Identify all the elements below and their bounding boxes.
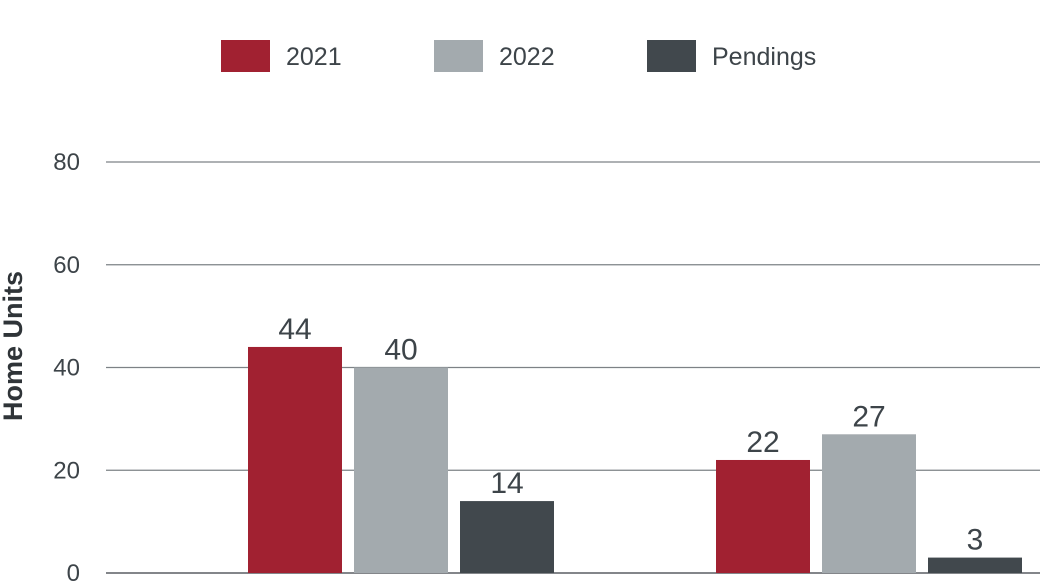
legend-swatch-2022 bbox=[434, 40, 483, 72]
data-label: 44 bbox=[278, 313, 311, 346]
data-labels: 44 22 40 27 14 3 bbox=[278, 313, 983, 557]
bar-pendings-1 bbox=[460, 501, 554, 573]
data-label: 14 bbox=[490, 467, 523, 500]
data-label: 22 bbox=[746, 426, 779, 459]
legend-label-2021: 2021 bbox=[286, 43, 342, 71]
legend-label-2022: 2022 bbox=[499, 43, 555, 71]
bar-2022-2 bbox=[822, 434, 916, 573]
y-tick-label: 20 bbox=[53, 457, 80, 484]
y-axis-title: Home Units bbox=[0, 271, 28, 421]
legend-swatch-pendings bbox=[647, 40, 696, 72]
legend-swatch-2021 bbox=[221, 40, 270, 72]
bar-2022-1 bbox=[354, 367, 448, 573]
bar-2021-2 bbox=[716, 459, 810, 573]
bar-pendings-2 bbox=[928, 557, 1022, 573]
y-tick-label: 80 bbox=[53, 149, 80, 176]
data-label: 3 bbox=[967, 524, 984, 557]
data-label: 40 bbox=[384, 334, 417, 367]
y-tick-label: 0 bbox=[67, 560, 80, 585]
legend: 2021 2022 Pendings bbox=[221, 40, 816, 72]
y-tick-label: 60 bbox=[53, 252, 80, 279]
legend-label-pendings: Pendings bbox=[712, 43, 816, 71]
data-label: 27 bbox=[852, 400, 885, 433]
y-tick-label: 40 bbox=[53, 355, 80, 382]
bars bbox=[248, 346, 1022, 573]
y-axis-ticks: 0 20 40 60 80 bbox=[53, 149, 80, 585]
bar-2021-1 bbox=[248, 346, 342, 573]
